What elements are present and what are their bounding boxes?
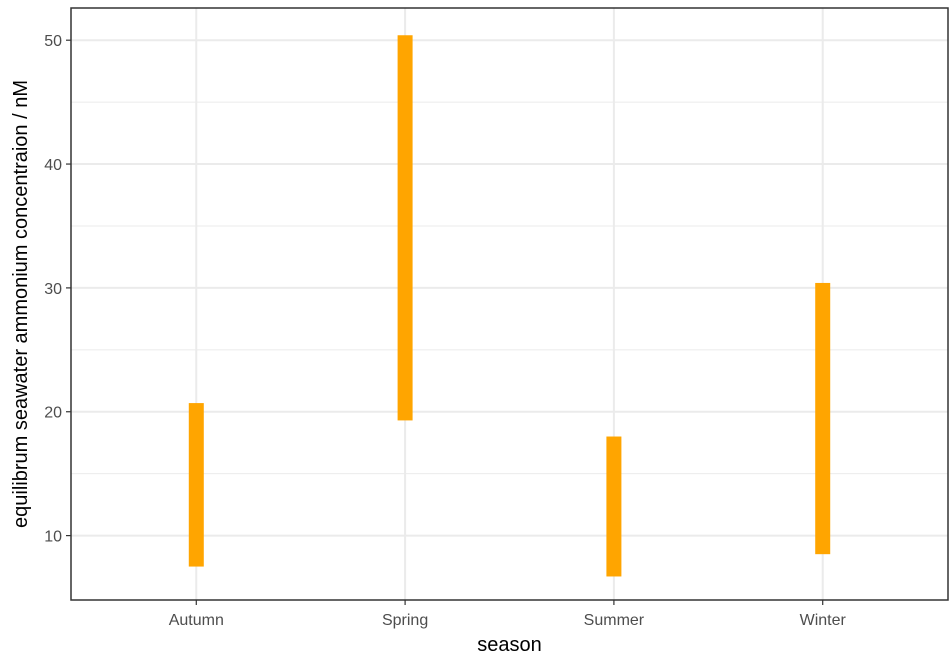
x-tick-label-winter: Winter (800, 612, 847, 629)
range-bar-spring (397, 35, 413, 421)
y-tick-label: 20 (44, 405, 62, 422)
range-bar-autumn (188, 403, 204, 567)
panel-border (70, 7, 949, 601)
x-tick-label-spring: Spring (382, 612, 428, 629)
y-tick-label: 10 (44, 529, 62, 546)
x-tick-label-autumn: Autumn (169, 612, 224, 629)
bar-layer (188, 35, 831, 577)
y-axis-title: equilibrum seawater ammonium concentraio… (10, 80, 32, 528)
x-axis-title: season (477, 634, 542, 656)
range-bar-winter (815, 282, 831, 555)
y-tick-label: 50 (44, 33, 62, 50)
y-tick-label: 30 (44, 281, 62, 298)
y-tick-label: 40 (44, 157, 62, 174)
tick-layer: 10 20 30 40 50 Autumn Spring Summer Winter (44, 33, 846, 629)
x-tick-label-summer: Summer (584, 612, 645, 629)
range-bar-summer (606, 436, 622, 577)
